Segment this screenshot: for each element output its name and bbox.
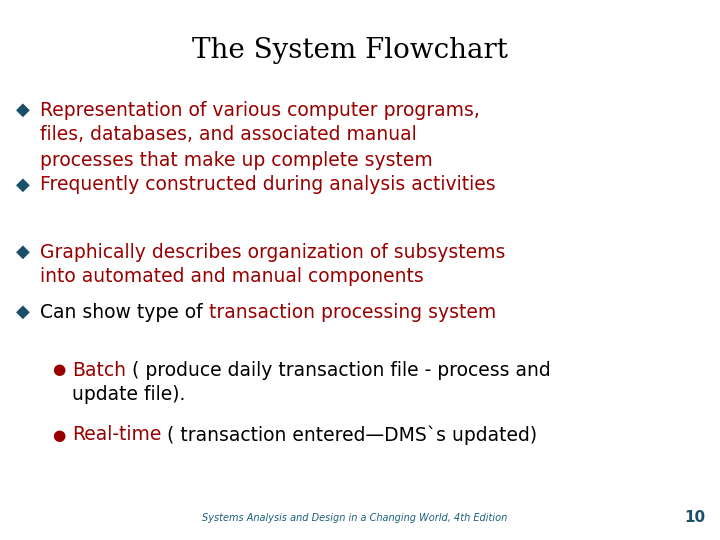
Text: ◆: ◆	[16, 101, 30, 119]
Text: Graphically describes organization of subsystems: Graphically describes organization of su…	[40, 242, 505, 261]
Text: ◆: ◆	[16, 303, 30, 321]
Text: The System Flowchart: The System Flowchart	[192, 37, 508, 64]
Text: transaction processing system: transaction processing system	[209, 302, 496, 321]
Text: ●: ●	[52, 362, 66, 377]
Text: Representation of various computer programs,: Representation of various computer progr…	[40, 100, 480, 119]
Text: update file).: update file).	[72, 386, 185, 404]
Text: files, databases, and associated manual: files, databases, and associated manual	[40, 125, 417, 145]
Text: ◆: ◆	[16, 176, 30, 194]
Text: ●: ●	[52, 428, 66, 442]
Text: into automated and manual components: into automated and manual components	[40, 267, 424, 287]
Text: 10: 10	[685, 510, 706, 525]
Text: Systems Analysis and Design in a Changing World, 4th Edition: Systems Analysis and Design in a Changin…	[202, 513, 508, 523]
Text: processes that make up complete system: processes that make up complete system	[40, 151, 433, 170]
Text: ◆: ◆	[16, 243, 30, 261]
Text: Can show type of: Can show type of	[40, 302, 209, 321]
Text: Frequently constructed during analysis activities: Frequently constructed during analysis a…	[40, 176, 495, 194]
Text: ( transaction entered—DMS`s updated): ( transaction entered—DMS`s updated)	[161, 426, 538, 445]
Text: ( produce daily transaction file - process and: ( produce daily transaction file - proce…	[126, 361, 551, 380]
Text: 10: 10	[682, 9, 716, 33]
Text: Real-time: Real-time	[72, 426, 161, 444]
Text: Batch: Batch	[72, 361, 126, 380]
